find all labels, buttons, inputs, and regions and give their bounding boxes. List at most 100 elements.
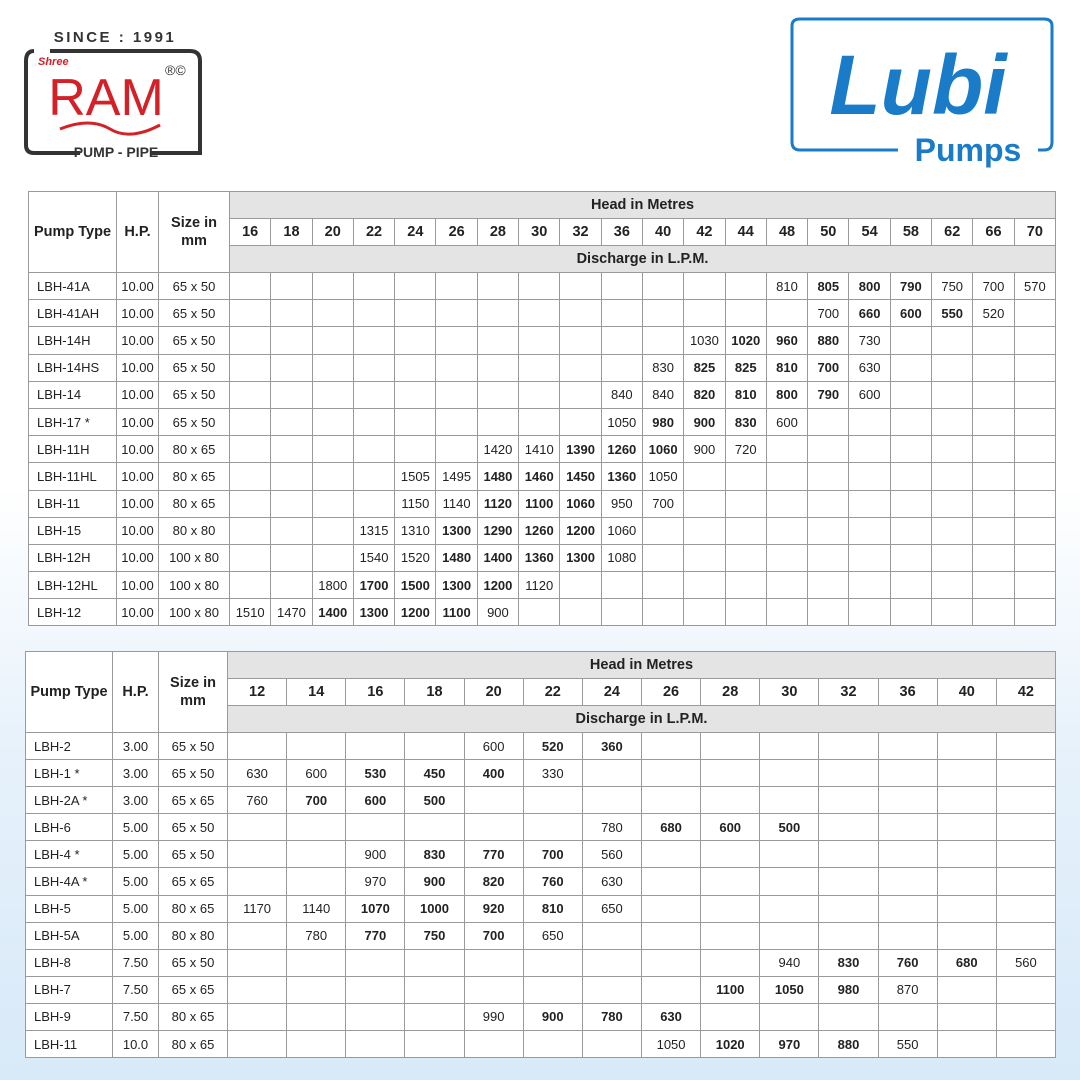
empty-cell <box>522 813 583 842</box>
head-title: Head in Metres <box>228 191 1057 219</box>
empty-cell <box>522 948 583 977</box>
empty-cell <box>700 731 761 761</box>
empty-cell <box>228 271 272 301</box>
empty-cell <box>226 1030 288 1059</box>
empty-cell <box>889 462 933 491</box>
discharge: 1450 <box>559 462 602 491</box>
discharge: 1470 <box>270 598 313 627</box>
empty-cell <box>270 435 313 464</box>
empty-cell <box>286 867 347 896</box>
hp: 3.00 <box>112 786 159 815</box>
header-pump-type: Pump Type <box>25 651 113 733</box>
head-value: 24 <box>394 218 437 246</box>
discharge: 940 <box>759 948 820 977</box>
shree: Shree <box>38 56 69 68</box>
empty-cell <box>700 786 761 815</box>
hp: 10.00 <box>116 543 159 573</box>
pump-row: LBH-14HS 10.00 65 x 50 830 825 825 810 700 630 <box>28 353 1057 382</box>
empty-cell <box>559 353 602 382</box>
empty-cell <box>311 299 354 328</box>
head-value: 62 <box>931 218 974 246</box>
empty-cell <box>352 407 396 437</box>
empty-cell <box>889 598 933 627</box>
empty-cell <box>522 975 583 1004</box>
discharge: 530 <box>345 759 406 788</box>
pump-row: LBH-7 7.50 65 x 65 1100 1050 980 870 <box>25 975 1057 1004</box>
hp: 5.00 <box>112 894 159 923</box>
empty-cell <box>931 598 974 627</box>
pump-type: LBH-41A <box>28 271 117 301</box>
empty-cell <box>936 813 997 842</box>
discharge: 900 <box>522 1002 583 1032</box>
discharge: 1050 <box>640 1030 702 1059</box>
size: 80 x 65 <box>158 435 230 464</box>
empty-cell <box>435 435 478 464</box>
empty-cell <box>404 1030 465 1059</box>
empty-cell <box>476 407 520 437</box>
empty-cell <box>394 407 437 437</box>
size: 65 x 50 <box>158 813 228 842</box>
discharge: 1120 <box>518 571 561 600</box>
discharge: 810 <box>724 380 767 409</box>
discharge: 950 <box>600 489 643 518</box>
head-value: 36 <box>877 678 938 706</box>
empty-cell <box>600 271 643 301</box>
size: 80 x 80 <box>158 921 228 950</box>
empty-cell <box>995 731 1057 761</box>
empty-cell <box>518 326 561 355</box>
empty-cell <box>270 326 313 355</box>
head-value: 32 <box>818 678 879 706</box>
empty-cell <box>641 516 685 545</box>
empty-cell <box>270 516 313 545</box>
discharge: 1140 <box>435 489 478 518</box>
empty-cell <box>228 462 272 491</box>
pump-row: LBH-4 * 5.00 65 x 50 900 830 770 700 560 <box>25 840 1057 869</box>
discharge: 1200 <box>559 516 602 545</box>
empty-cell <box>889 407 933 437</box>
empty-cell <box>683 516 726 545</box>
hp: 10.00 <box>116 380 159 409</box>
pump-type: LBH-14 <box>28 380 117 409</box>
empty-cell <box>641 598 685 627</box>
head-value: 18 <box>404 678 465 706</box>
size: 80 x 80 <box>158 516 230 545</box>
pump-type: LBH-4A * <box>25 867 113 896</box>
discharge: 800 <box>848 271 891 301</box>
empty-cell <box>286 813 347 842</box>
empty-cell <box>640 948 702 977</box>
size: 65 x 50 <box>158 731 228 761</box>
discharge: 1310 <box>394 516 437 545</box>
discharge: 825 <box>724 353 767 382</box>
discharge: 1140 <box>286 894 347 923</box>
discharge: 790 <box>889 271 933 301</box>
discharge: 1260 <box>600 435 643 464</box>
pump-type: LBH-15 <box>28 516 117 545</box>
empty-cell <box>518 407 561 437</box>
discharge: 990 <box>463 1002 524 1032</box>
head-value: 42 <box>683 218 726 246</box>
discharge: 1510 <box>228 598 272 627</box>
marks: ®© <box>165 62 186 78</box>
empty-cell <box>226 1002 288 1032</box>
empty-cell <box>759 759 820 788</box>
empty-cell <box>394 353 437 382</box>
discharge: 800 <box>765 380 809 409</box>
empty-cell <box>877 813 938 842</box>
empty-cell <box>311 271 354 301</box>
empty-cell <box>286 1002 347 1032</box>
empty-cell <box>1013 407 1057 437</box>
empty-cell <box>683 489 726 518</box>
discharge: 630 <box>581 867 642 896</box>
hp: 10.00 <box>116 407 159 437</box>
discharge: 680 <box>936 948 997 977</box>
logo-frame <box>24 49 202 155</box>
pump-type: LBH-11H <box>28 435 117 464</box>
discharge: 700 <box>463 921 524 950</box>
head-value: 58 <box>889 218 933 246</box>
empty-cell <box>759 867 820 896</box>
head-row: 12 14 16 18 20 22 24 26 28 30 32 36 40 42 <box>26 678 1057 706</box>
empty-cell <box>435 271 478 301</box>
empty-cell <box>700 948 761 977</box>
empty-cell <box>226 731 288 761</box>
size: 65 x 50 <box>158 948 228 977</box>
